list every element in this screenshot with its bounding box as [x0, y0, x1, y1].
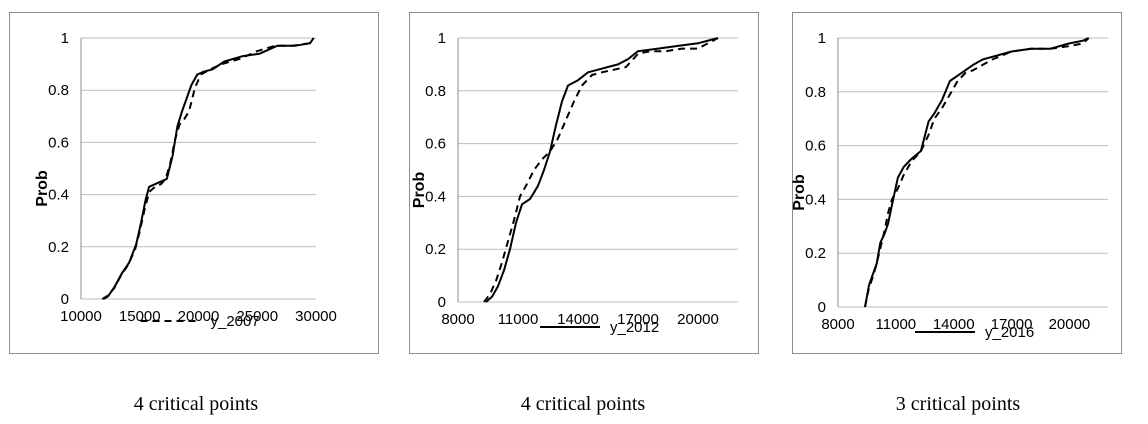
x-tick-label: 8000 [821, 316, 854, 333]
y-tick-label: 1 [61, 30, 69, 47]
x-tick-label: 25000 [236, 308, 278, 325]
chart-2: 0 0.2 0.4 0.6 0.8 1 8000 11000 14000 17000 20000 Pr… [409, 12, 759, 354]
x-tick-label: 30000 [295, 308, 337, 325]
caption-3: 3 critical points [895, 393, 1021, 415]
legend-label: y_2012 [610, 319, 659, 336]
caption-1: 4 critical points [133, 393, 259, 415]
x-tick-label: 10000 [60, 308, 102, 325]
y-tick-label: 0.6 [425, 136, 446, 153]
x-tick-label: 11000 [876, 316, 917, 333]
x-tick-label: 20000 [1049, 316, 1091, 333]
chart-1: 0 0.2 0.4 0.6 0.8 1 10000 15000 20000 25000 30000 P… [9, 12, 379, 354]
x-tick-label: 17000 [617, 311, 659, 328]
y-tick-label: 0.8 [48, 82, 69, 99]
chart-panel-1: 0 0.2 0.4 0.6 0.8 1 10000 15000 20000 25000 30000 P… [9, 12, 379, 354]
series-line-dashed [864, 37, 1090, 308]
y-tick-label: 0 [61, 291, 69, 308]
chart-3: 0 0.2 0.4 0.6 0.8 1 8000 11000 14000 17000 20000 Pr… [791, 12, 1122, 354]
x-tick-label: 11000 [498, 311, 539, 328]
chart-frame [409, 12, 759, 354]
x-tick-label: 15000 [119, 308, 161, 325]
legend-label: y_2007 [211, 313, 260, 330]
chart-frame [792, 12, 1122, 354]
y-tick-label: 0.4 [48, 187, 69, 204]
y-tick-label: 0.6 [48, 134, 69, 151]
series-line-solid [102, 37, 315, 300]
x-tick-label: 17000 [991, 316, 1033, 333]
x-tick-label: 14000 [557, 311, 599, 328]
y-tick-label: 0 [438, 294, 446, 311]
legend-label: y_2016 [985, 324, 1034, 341]
y-tick-label: 0.4 [805, 191, 826, 208]
series-line-solid [864, 37, 1090, 308]
y-axis-label: Prob [791, 174, 808, 211]
series-line-solid [485, 37, 719, 303]
y-tick-label: 0.2 [425, 241, 446, 258]
x-tick-label: 8000 [441, 311, 474, 328]
y-tick-label: 0.8 [425, 83, 446, 100]
chart-panel-2: 0 0.2 0.4 0.6 0.8 1 8000 11000 14000 17000 20000 Pr… [409, 12, 759, 354]
y-tick-label: 0.8 [805, 84, 826, 101]
y-tick-label: 1 [818, 30, 826, 47]
series-line-dashed [483, 37, 719, 303]
y-axis-label: Prob [34, 170, 51, 207]
y-tick-label: 0.2 [48, 239, 69, 256]
x-tick-label: 20000 [677, 311, 719, 328]
y-axis-label: Prob [411, 172, 428, 209]
x-tick-label: 20000 [178, 308, 220, 325]
chart-panel-3: 0 0.2 0.4 0.6 0.8 1 8000 11000 14000 17000 20000 Pr… [791, 12, 1122, 354]
caption-2: 4 critical points [520, 393, 646, 415]
y-tick-label: 0.4 [425, 188, 446, 205]
y-tick-label: 0.6 [805, 138, 826, 155]
y-tick-label: 0 [818, 299, 826, 316]
y-tick-label: 1 [438, 30, 446, 47]
y-tick-label: 0.2 [805, 245, 826, 262]
x-tick-label: 14000 [933, 316, 975, 333]
chart-frame [9, 12, 379, 354]
